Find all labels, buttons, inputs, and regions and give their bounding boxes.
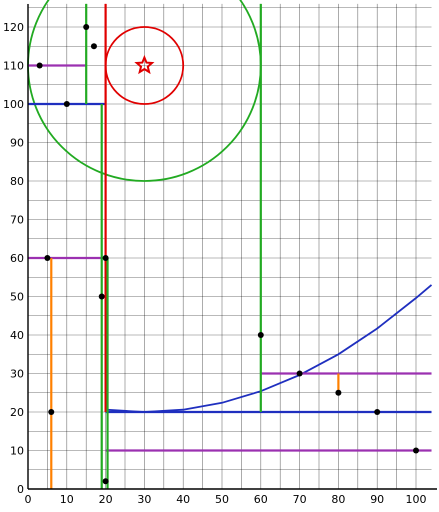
- x-tick-label: 20: [99, 493, 113, 506]
- x-tick-label: 10: [60, 493, 74, 506]
- x-tick-label: 0: [25, 493, 32, 506]
- data-point: [257, 332, 264, 338]
- x-tick-label: 40: [176, 493, 190, 506]
- y-tick-label: 20: [10, 406, 24, 419]
- data-points: [36, 24, 419, 485]
- data-point: [335, 389, 342, 396]
- data-point: [102, 478, 109, 485]
- y-tick-label: 40: [10, 329, 24, 342]
- y-tick-label: 50: [10, 291, 24, 304]
- x-tick-label: 100: [406, 493, 427, 506]
- star-marker: [134, 54, 155, 75]
- x-tick-label: 70: [293, 493, 307, 506]
- data-point: [83, 24, 90, 30]
- x-tick-label: 50: [215, 493, 229, 506]
- y-tick-label: 100: [3, 98, 24, 111]
- y-tick-label: 30: [10, 368, 24, 381]
- data-point: [90, 43, 97, 50]
- y-tick-label: 120: [3, 21, 24, 34]
- x-tick-label: 80: [331, 493, 345, 506]
- data-point: [48, 409, 55, 415]
- x-tick-label: 90: [370, 493, 384, 506]
- y-tick-label: 60: [10, 252, 24, 265]
- x-tick-label: 60: [254, 493, 268, 506]
- grid: [27, 3, 432, 490]
- chart-shapes: [27, 0, 433, 489]
- data-point: [413, 447, 419, 454]
- y-tick-label: 80: [10, 175, 24, 188]
- x-tick-label: 30: [137, 493, 151, 506]
- data-point: [44, 255, 51, 261]
- data-point: [63, 101, 70, 107]
- blue-curve: [105, 284, 433, 413]
- y-tick-label: 0: [17, 483, 24, 496]
- tick-labels: 0 10 20 30 40 50 60 70 80 90 100 0 10 20 30 40 50 60 70 80 9…: [3, 21, 427, 506]
- data-point: [36, 62, 43, 69]
- y-tick-label: 110: [3, 60, 24, 73]
- y-tick-label: 90: [10, 137, 24, 150]
- data-point: [296, 370, 303, 377]
- y-tick-label: 70: [10, 214, 24, 227]
- y-tick-label: 10: [10, 445, 24, 458]
- data-point: [374, 409, 381, 415]
- data-point: [102, 255, 109, 261]
- data-point: [98, 293, 105, 300]
